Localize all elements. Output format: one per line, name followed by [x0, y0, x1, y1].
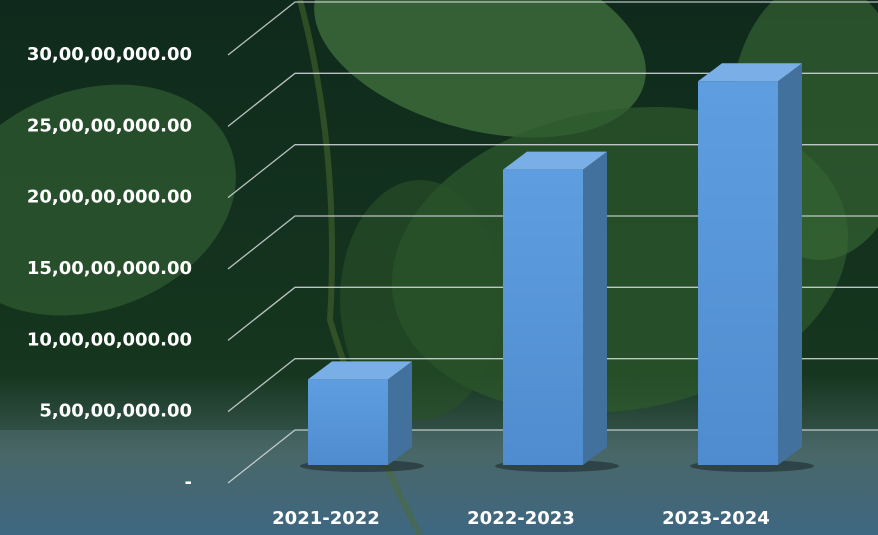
bar-side — [388, 361, 412, 465]
grid — [227, 1, 878, 484]
y-tick-label: 20,00,00,000.00 — [27, 187, 192, 208]
labels: - 5,00,00,000.00 10,00,00,000.00 15,00,00,0… — [27, 44, 770, 529]
y-tick-label: - — [185, 472, 192, 493]
bars — [300, 63, 814, 472]
grid-line — [227, 144, 878, 199]
y-tick-label: 30,00,00,000.00 — [27, 44, 192, 65]
grid-line — [227, 429, 878, 484]
x-tick-label: 2022-2023 — [467, 508, 575, 529]
bar-top — [503, 151, 607, 170]
bar-top — [308, 361, 412, 380]
grid-line — [227, 215, 878, 270]
y-tick-label: 10,00,00,000.00 — [27, 329, 192, 350]
x-tick-label: 2021-2022 — [272, 508, 380, 529]
y-tick-label: 15,00,00,000.00 — [27, 258, 192, 279]
y-tick-label: 5,00,00,000.00 — [39, 401, 192, 422]
grid-line — [227, 1, 878, 56]
grid-line — [227, 72, 878, 127]
bar-side — [778, 63, 802, 466]
bar-top — [698, 63, 802, 82]
grid-line — [227, 358, 878, 413]
bar-side — [583, 151, 607, 465]
y-tick-label: 25,00,00,000.00 — [27, 115, 192, 136]
bar — [698, 81, 778, 465]
bar — [503, 169, 583, 465]
bar — [308, 379, 388, 465]
x-tick-label: 2023-2024 — [662, 508, 770, 529]
grid-line — [227, 286, 878, 341]
